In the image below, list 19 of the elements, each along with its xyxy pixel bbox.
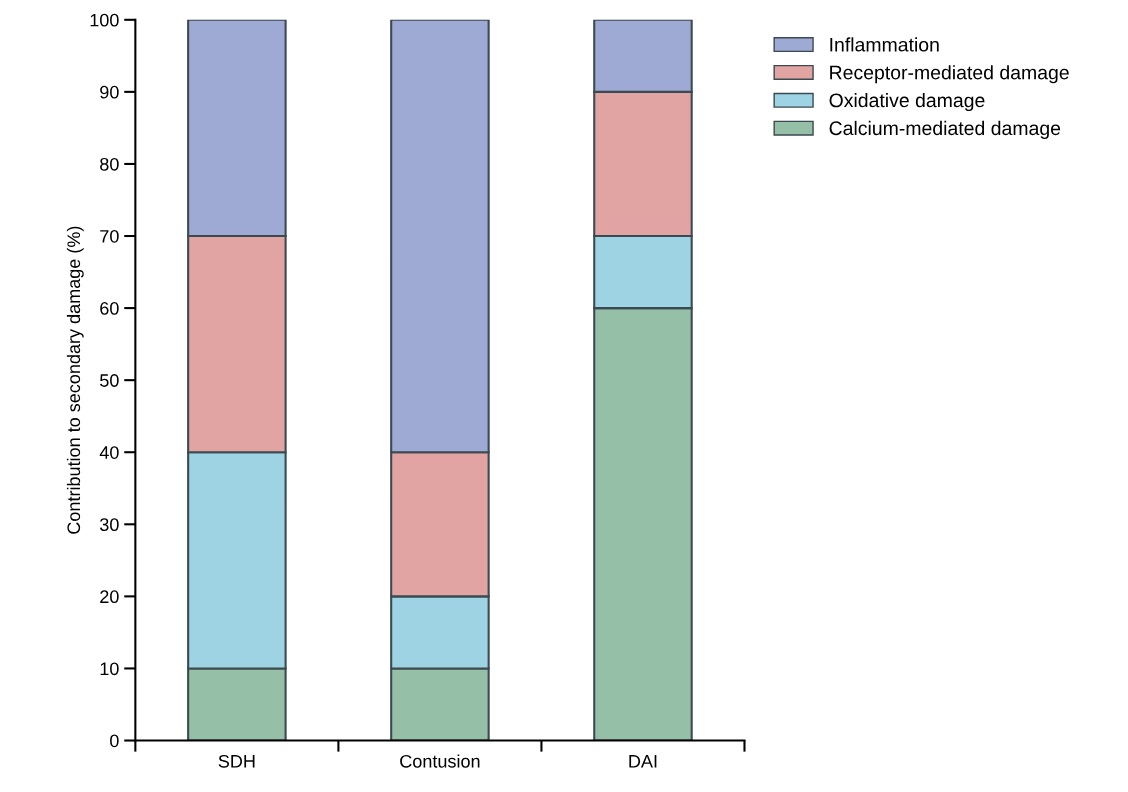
x-tick-label: SDH: [218, 754, 255, 768]
legend-label: Receptor-mediated damage: [830, 65, 1069, 84]
y-tick-label: 60: [100, 302, 119, 315]
y-axis-title: Contribution to secondary damage (%): [66, 226, 84, 534]
y-tick-label: 0: [110, 734, 119, 748]
y-tick-label: 10: [100, 662, 119, 676]
y-tick-label: 70: [100, 229, 119, 243]
legend-label: Calcium-mediated damage: [829, 120, 1061, 139]
y-tick-label: 50: [100, 374, 119, 387]
y-tick-label: 40: [99, 446, 119, 459]
y-tick-label: 80: [100, 157, 119, 171]
y-tick-label: 30: [99, 518, 119, 532]
x-tick-label: Contusion: [400, 754, 480, 768]
y-tick-label: 20: [100, 590, 119, 604]
y-tick-label: 100: [90, 13, 119, 27]
legend-label: Oxidative damage: [829, 93, 985, 112]
legend-label: Inflammation: [830, 37, 939, 52]
x-tick-label: DAI: [629, 755, 657, 768]
y-tick-label: 90: [100, 85, 119, 99]
